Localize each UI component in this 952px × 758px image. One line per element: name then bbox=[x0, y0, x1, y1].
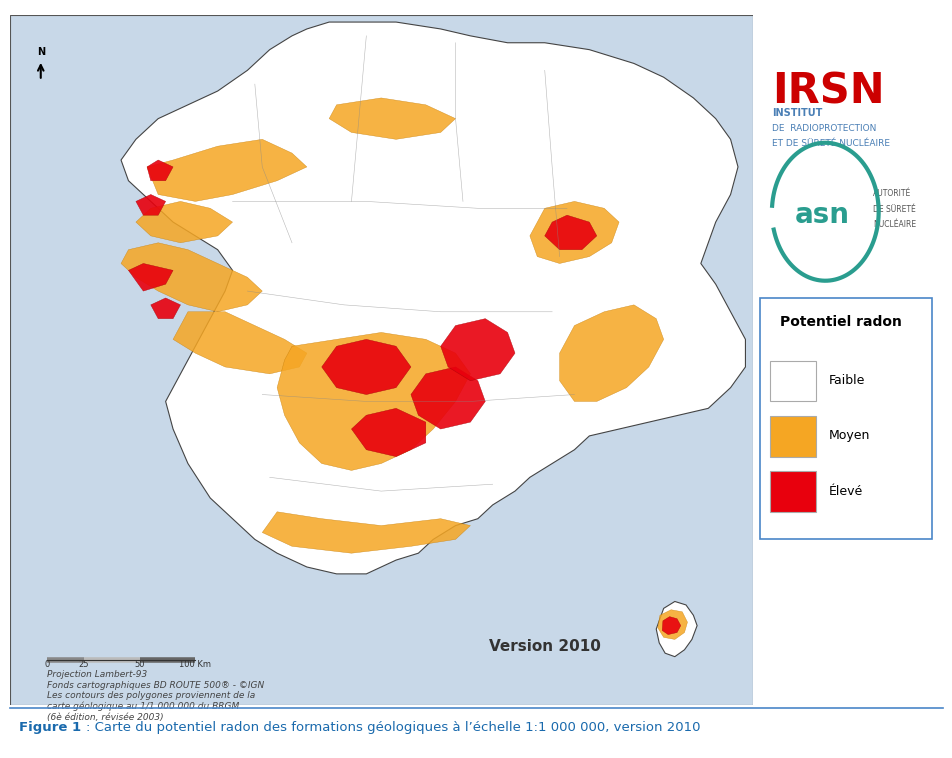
Text: 25: 25 bbox=[78, 660, 89, 669]
Polygon shape bbox=[410, 367, 485, 429]
Text: asn: asn bbox=[794, 201, 849, 229]
Text: : Carte du potentiel radon des formations géologiques à l’échelle 1:1 000 000, v: : Carte du potentiel radon des formation… bbox=[86, 721, 700, 734]
Polygon shape bbox=[662, 617, 680, 634]
FancyBboxPatch shape bbox=[769, 416, 815, 456]
Polygon shape bbox=[262, 512, 470, 553]
Polygon shape bbox=[440, 318, 514, 381]
Text: Figure 1: Figure 1 bbox=[19, 721, 81, 734]
Text: 0: 0 bbox=[44, 660, 50, 669]
Polygon shape bbox=[559, 305, 663, 402]
Text: IRSN: IRSN bbox=[771, 70, 883, 112]
Polygon shape bbox=[173, 312, 307, 374]
Polygon shape bbox=[529, 202, 619, 264]
Polygon shape bbox=[277, 333, 470, 471]
Text: DE SÜRETÉ: DE SÜRETÉ bbox=[872, 205, 915, 214]
Text: 100 Km: 100 Km bbox=[179, 660, 211, 669]
Polygon shape bbox=[328, 98, 455, 139]
Text: Potentiel radon: Potentiel radon bbox=[779, 315, 901, 329]
Text: NUCLÉAIRE: NUCLÉAIRE bbox=[872, 220, 915, 229]
Polygon shape bbox=[545, 215, 596, 249]
Text: INSTITUT: INSTITUT bbox=[771, 108, 822, 118]
Polygon shape bbox=[351, 409, 426, 456]
Text: Moyen: Moyen bbox=[828, 430, 869, 443]
FancyBboxPatch shape bbox=[769, 471, 815, 512]
Polygon shape bbox=[129, 264, 173, 291]
Polygon shape bbox=[121, 22, 744, 574]
Text: Faible: Faible bbox=[828, 374, 864, 387]
Polygon shape bbox=[136, 195, 166, 215]
Polygon shape bbox=[147, 139, 307, 202]
Text: 50: 50 bbox=[134, 660, 145, 669]
Text: Élevé: Élevé bbox=[828, 484, 863, 497]
FancyBboxPatch shape bbox=[10, 15, 752, 705]
Polygon shape bbox=[150, 298, 180, 318]
Polygon shape bbox=[121, 243, 262, 312]
Polygon shape bbox=[136, 202, 232, 243]
Text: Version 2010: Version 2010 bbox=[488, 639, 600, 654]
Polygon shape bbox=[322, 340, 410, 394]
Polygon shape bbox=[657, 609, 686, 640]
Text: AUTORITÉ: AUTORITÉ bbox=[872, 189, 910, 198]
FancyBboxPatch shape bbox=[760, 298, 931, 540]
Text: ET DE SÜRETÉ NUCLÉAIRE: ET DE SÜRETÉ NUCLÉAIRE bbox=[771, 139, 889, 149]
FancyBboxPatch shape bbox=[769, 361, 815, 402]
Text: Projection Lambert-93
Fonds cartographiques BD ROUTE 500® - ©IGN
Les contours de: Projection Lambert-93 Fonds cartographiq… bbox=[47, 670, 264, 722]
Polygon shape bbox=[656, 602, 696, 656]
Text: DE  RADIOPROTECTION: DE RADIOPROTECTION bbox=[771, 124, 876, 133]
Polygon shape bbox=[147, 160, 173, 180]
Text: N: N bbox=[36, 46, 45, 57]
